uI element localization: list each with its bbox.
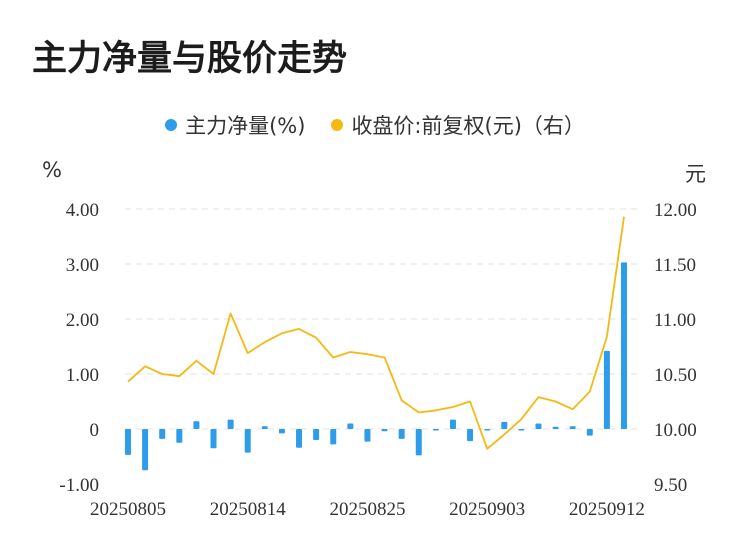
- net-bar: [193, 421, 200, 429]
- net-bar: [244, 429, 251, 453]
- left-axis-unit: %: [42, 158, 62, 182]
- left-axis-tick-label: 2.00: [66, 310, 99, 331]
- legend-price-label: 收盘价:前复权(元)（右）: [351, 114, 585, 138]
- net-bar: [159, 429, 166, 439]
- left-axis-tick-label: 0: [90, 420, 100, 441]
- net-bar: [449, 419, 456, 429]
- net-bar: [467, 429, 474, 442]
- net-bar: [278, 429, 285, 434]
- right-axis-tick-label: 11.50: [654, 255, 696, 276]
- net-bar: [296, 429, 303, 448]
- legend-net-marker: [165, 119, 178, 131]
- net-bar: [432, 429, 439, 431]
- x-axis-tick-label: 20250805: [90, 499, 166, 520]
- net-bar: [484, 429, 491, 431]
- net-bar: [415, 429, 422, 456]
- legend-item-net[interactable]: 主力净量(%): [165, 110, 305, 140]
- net-bar: [347, 423, 354, 429]
- net-bar: [210, 429, 217, 449]
- right-axis-tick-label: 12.00: [654, 200, 697, 221]
- right-axis-unit: 元: [685, 162, 706, 186]
- net-bar: [313, 429, 320, 440]
- net-bar: [176, 429, 183, 443]
- net-bar: [518, 429, 525, 431]
- left-axis-tick-label: 4.00: [66, 200, 99, 221]
- net-bar: [621, 262, 627, 429]
- net-bar: [364, 429, 371, 442]
- net-bar: [398, 429, 405, 439]
- left-axis-tick-label: 3.00: [66, 255, 99, 276]
- net-bar: [381, 429, 388, 432]
- chart-title: 主力净量与股价走势: [32, 39, 348, 79]
- legend: 主力净量(%) 收盘价:前复权(元)（右）: [0, 110, 750, 140]
- x-axis-tick-label: 20250825: [329, 499, 405, 520]
- x-axis-tick-label: 20250912: [569, 499, 645, 520]
- net-bar: [330, 429, 337, 445]
- right-axis-tick-label: 10.00: [654, 420, 697, 441]
- net-bar: [261, 426, 268, 429]
- legend-price-marker: [331, 119, 344, 131]
- net-bar: [535, 423, 542, 429]
- right-axis-tick-label: 9.50: [654, 475, 687, 496]
- net-bar: [125, 429, 131, 455]
- legend-net-label: 主力净量(%): [185, 114, 306, 138]
- left-axis-tick-label: -1.00: [59, 475, 99, 496]
- x-axis-tick-label: 20250903: [449, 499, 525, 520]
- legend-item-price[interactable]: 收盘价:前复权(元)（右）: [331, 110, 585, 140]
- net-bar: [142, 429, 149, 471]
- net-bar: [603, 350, 610, 429]
- price-line: [127, 216, 625, 450]
- net-bar: [569, 426, 576, 429]
- net-bar: [552, 426, 559, 429]
- right-axis-tick-label: 11.00: [654, 310, 696, 331]
- x-axis-tick-label: 20250814: [210, 499, 287, 520]
- left-axis-tick-label: 1.00: [66, 365, 99, 386]
- net-bar: [586, 429, 593, 436]
- right-axis-tick-label: 10.50: [654, 365, 697, 386]
- net-bar: [501, 421, 508, 429]
- net-bar: [227, 419, 234, 429]
